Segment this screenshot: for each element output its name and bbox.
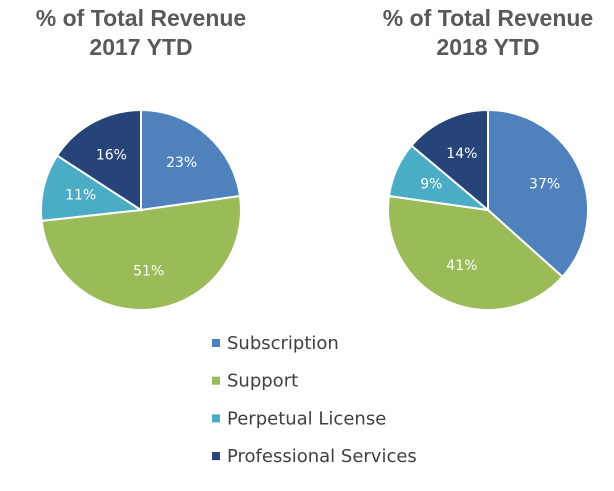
data-label: 51% xyxy=(133,264,164,280)
data-label: 9% xyxy=(420,177,442,193)
legend-swatch xyxy=(212,452,220,461)
legend-swatch xyxy=(212,339,220,347)
legend-label: Perpetual License xyxy=(227,408,386,429)
pie-slice xyxy=(40,154,144,222)
chart-title: % of Total Revenue xyxy=(36,5,246,31)
data-label: 16% xyxy=(96,148,127,164)
data-label: 23% xyxy=(166,155,197,171)
legend-swatch xyxy=(212,414,220,423)
data-label: 41% xyxy=(446,258,477,274)
legend-label: Subscription xyxy=(227,333,339,354)
chart-title: 2018 YTD xyxy=(436,34,539,60)
pie-slice xyxy=(410,108,489,213)
pie-slice xyxy=(140,108,242,212)
pie-slice xyxy=(387,194,564,311)
chart-title: % of Total Revenue xyxy=(383,5,593,31)
pie-slice xyxy=(40,194,242,311)
data-label: 11% xyxy=(65,188,96,204)
legend-swatch xyxy=(212,376,220,385)
data-label: 14% xyxy=(446,146,477,162)
pie-slice xyxy=(487,108,589,279)
data-label: 37% xyxy=(529,177,560,193)
chart-title: 2017 YTD xyxy=(89,34,192,60)
legend-label: Support xyxy=(227,371,298,392)
pie-slice xyxy=(55,108,142,212)
legend-label: Professional Services xyxy=(227,446,417,467)
